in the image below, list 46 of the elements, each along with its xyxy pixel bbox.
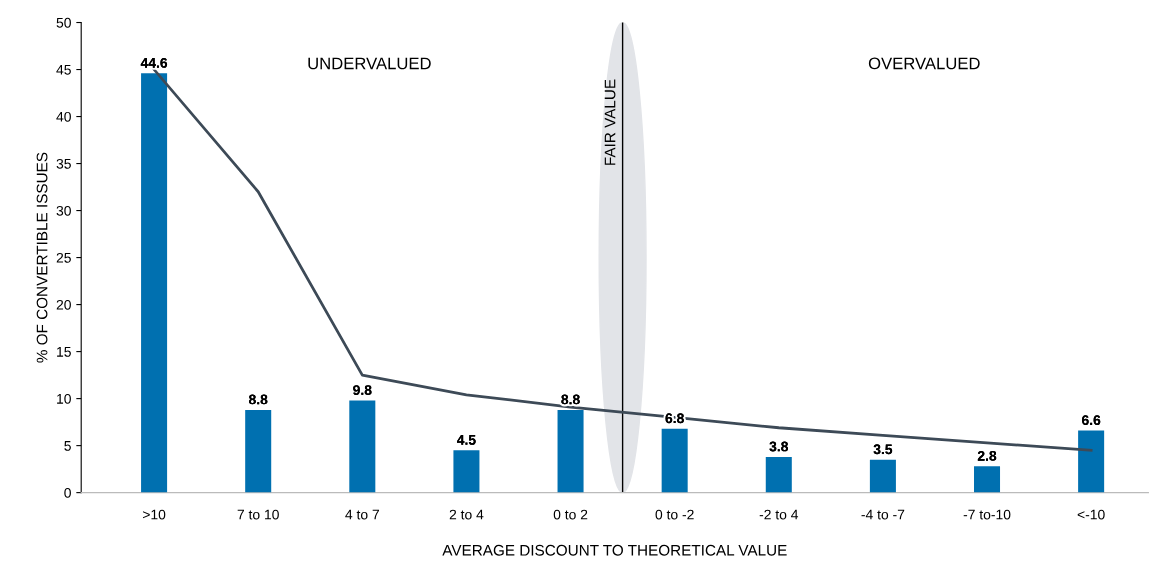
x-tick-label: 7 to 10 xyxy=(237,509,279,520)
bar xyxy=(661,428,688,493)
y-tick-label: 35 xyxy=(56,158,71,169)
y-tick-label: 45 xyxy=(56,65,71,75)
y-tick-label: 50 xyxy=(56,17,71,28)
x-tick-label: -2 to 4 xyxy=(759,509,799,520)
data-label: 8.8 xyxy=(561,394,580,405)
x-tick-label: -7 to-10 xyxy=(963,509,1011,520)
annotation: OVERVALUED xyxy=(868,57,980,70)
annotation: FAIR VALUE xyxy=(604,79,616,165)
y-tick-label: 40 xyxy=(56,111,71,122)
bar xyxy=(765,456,792,493)
y-tick-label: 20 xyxy=(56,299,71,310)
x-tick-label: 0 to 2 xyxy=(553,509,588,520)
y-axis-title: % OF CONVERTIBLE ISSUES xyxy=(36,152,48,363)
bar xyxy=(453,450,480,493)
y-tick-label: 30 xyxy=(56,205,71,216)
data-label: 44.6 xyxy=(140,57,168,68)
y-tick-label: 25 xyxy=(56,252,71,263)
y-tick-label: 15 xyxy=(57,347,71,357)
bar xyxy=(557,409,584,493)
y-tick-label: 10 xyxy=(57,393,71,404)
x-tick-label: 2 to 4 xyxy=(449,509,484,520)
bar xyxy=(1078,430,1105,493)
x-tick-label: 0 to -2 xyxy=(655,509,694,520)
data-label: 9.8 xyxy=(353,385,372,395)
data-label: 3.8 xyxy=(769,441,789,452)
y-tick-label: 5 xyxy=(64,441,71,451)
annotation: UNDERVALUED xyxy=(308,57,431,70)
bar xyxy=(245,409,272,493)
x-tick-label: >10 xyxy=(142,509,166,520)
y-tick-label: 0 xyxy=(64,487,71,498)
data-label: 8.8 xyxy=(248,394,268,405)
data-label: 2.8 xyxy=(977,450,997,461)
bar xyxy=(349,400,376,493)
x-tick-label: <-10 xyxy=(1077,509,1105,520)
data-label: 6.6 xyxy=(1081,415,1101,426)
x-axis-title: AVERAGE DISCOUNT TO THEORETICAL VALUE xyxy=(442,544,787,556)
data-label: 4.5 xyxy=(456,435,476,445)
x-tick-label: 4 to 7 xyxy=(345,509,379,520)
x-tick-label: -4 to -7 xyxy=(861,509,905,520)
data-label: 3.5 xyxy=(873,444,893,455)
bar xyxy=(141,73,168,493)
bar xyxy=(869,459,896,493)
data-label: 6.8 xyxy=(665,413,684,424)
bar xyxy=(974,466,1001,493)
